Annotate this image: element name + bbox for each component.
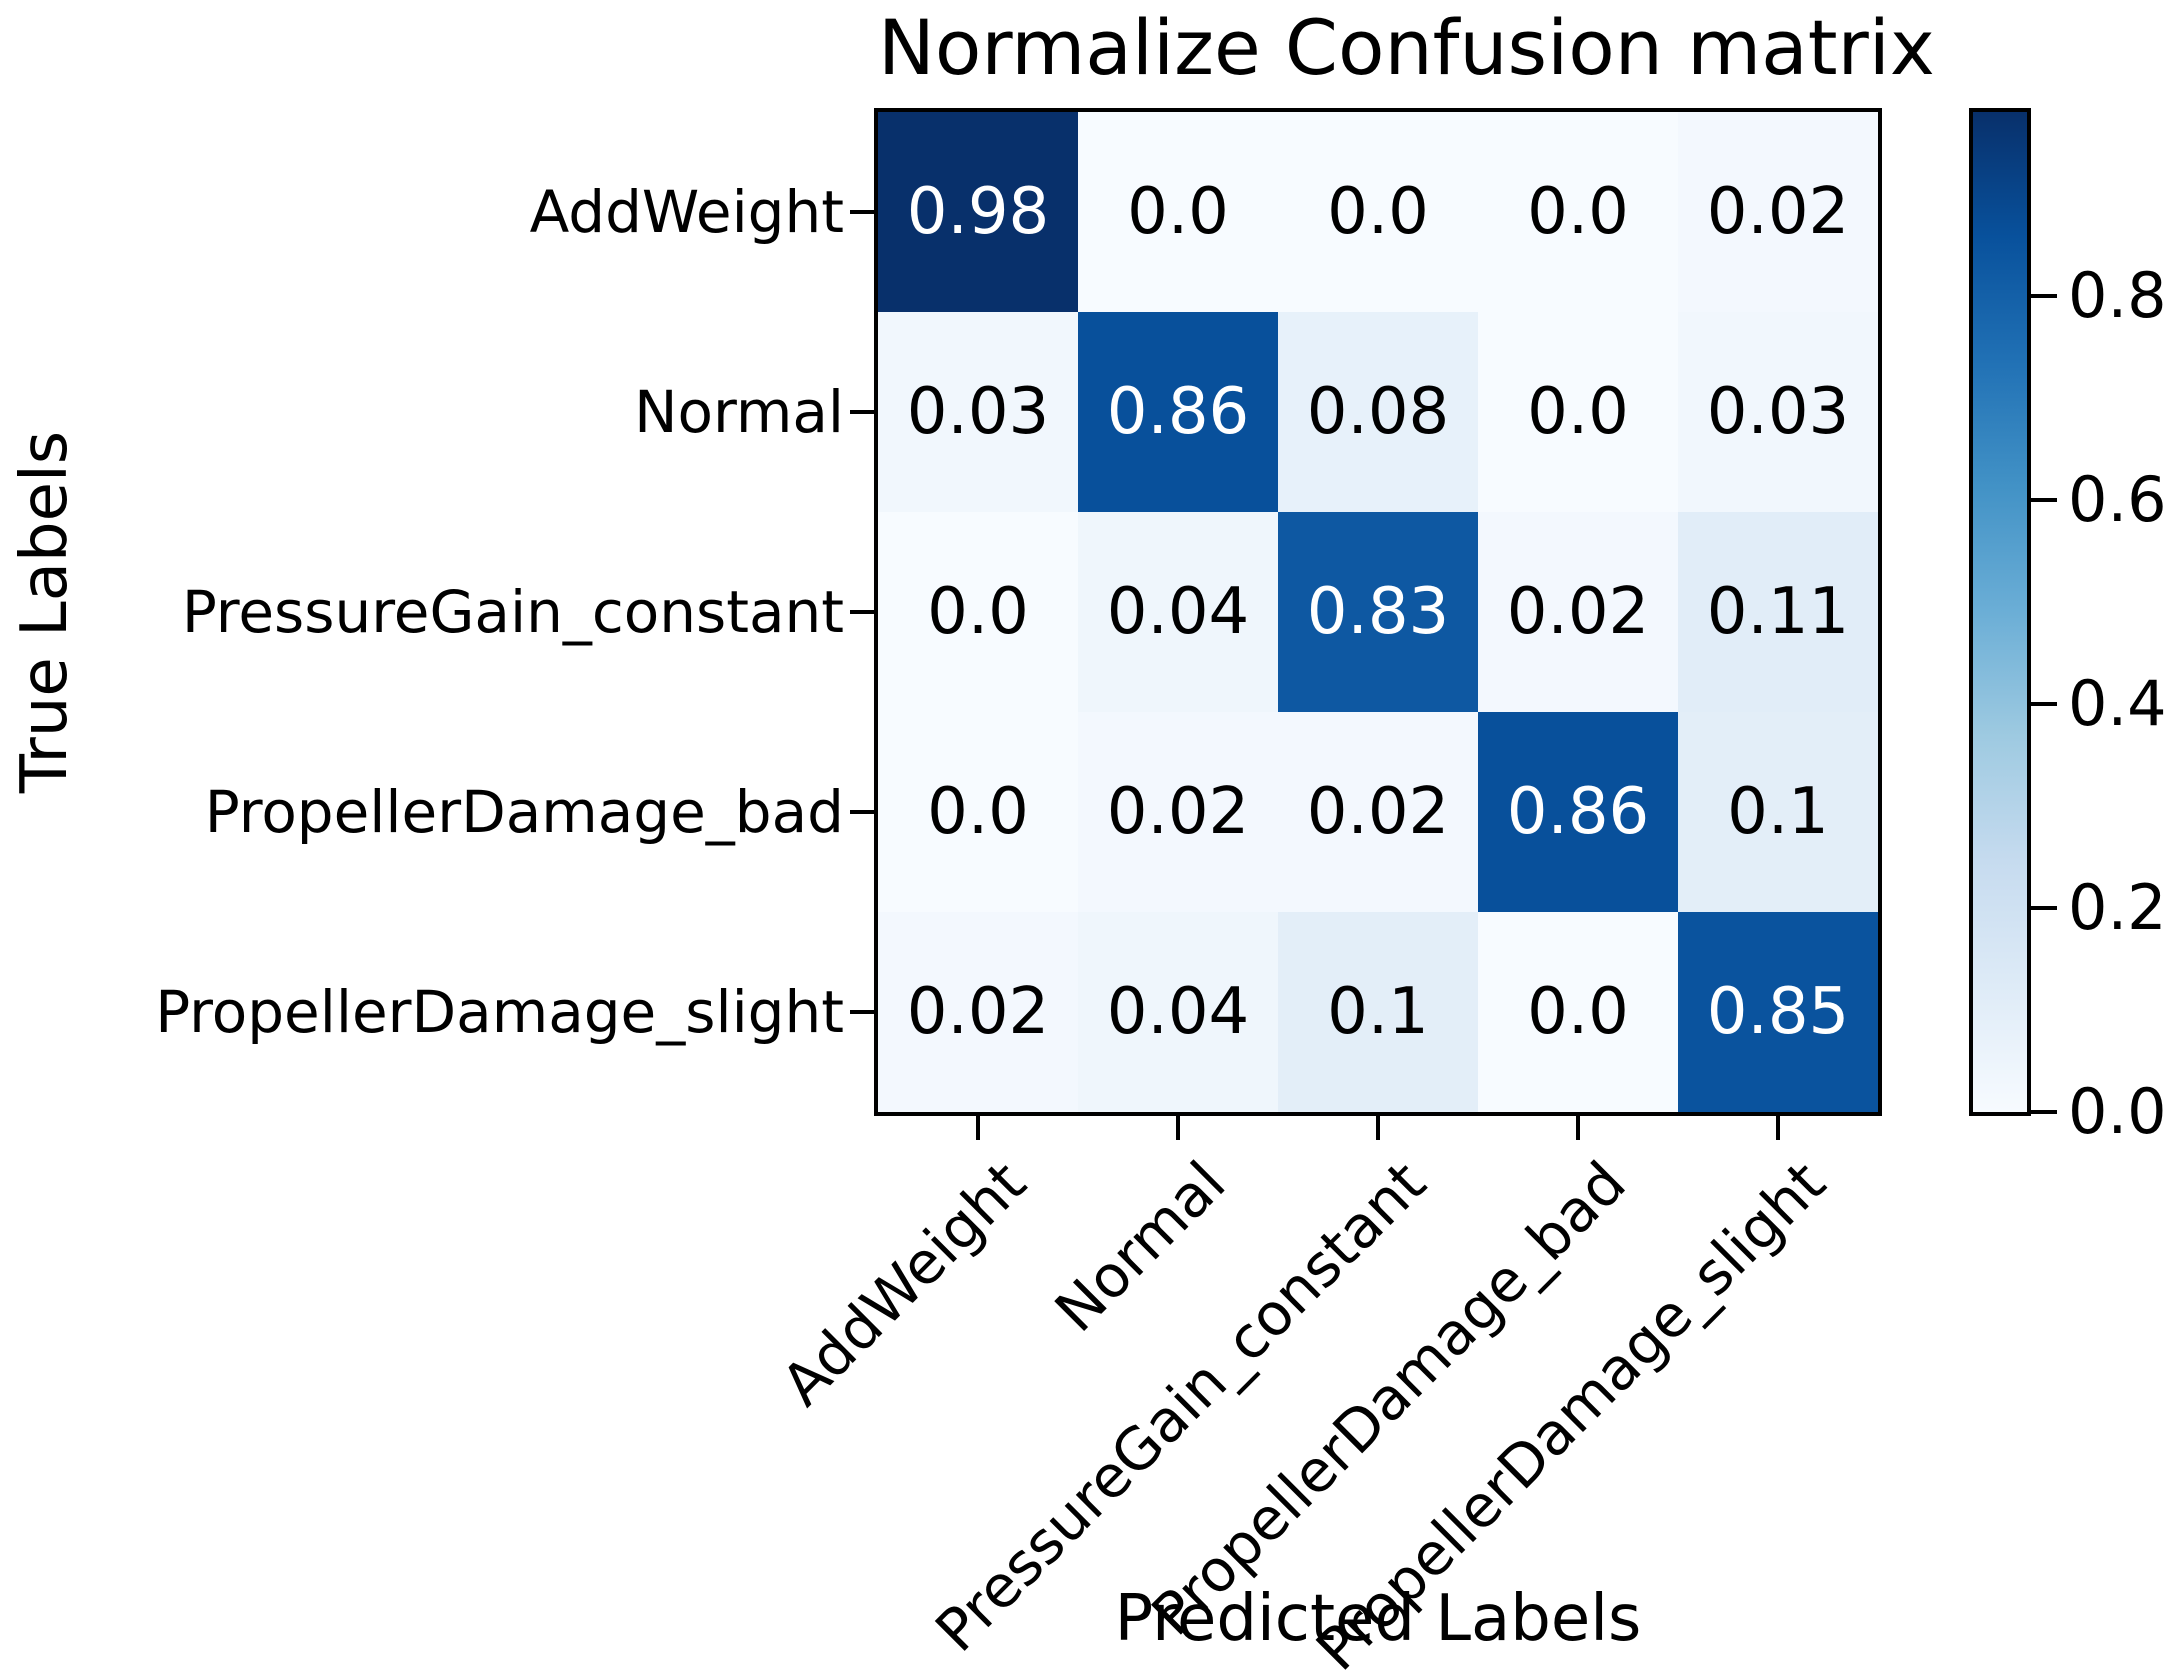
heatmap-cell: 0.0 — [1478, 312, 1678, 512]
heatmap-cell: 0.0 — [1078, 112, 1278, 312]
tick-mark — [850, 1010, 878, 1014]
tick-mark — [2031, 1110, 2057, 1114]
cell-value: 0.86 — [1106, 375, 1250, 449]
cell-value: 0.0 — [1127, 175, 1229, 249]
cell-value: 0.11 — [1706, 575, 1850, 649]
heatmap: 0.98 0.0 0.0 0.0 0.02 0.03 0.86 0.08 0.0 0.03 0.0 0… — [878, 112, 1878, 1112]
heatmap-cell: 0.1 — [1678, 712, 1878, 912]
heatmap-cell: 0.1 — [1278, 912, 1478, 1112]
x-tick-label: Normal — [1042, 1148, 1239, 1345]
cell-value: 0.85 — [1706, 975, 1850, 1049]
tick-mark — [2031, 905, 2057, 910]
cell-value: 0.04 — [1106, 975, 1250, 1049]
cell-value: 0.02 — [1106, 775, 1250, 849]
heatmap-cell: 0.02 — [1478, 512, 1678, 712]
tick-mark — [1376, 1112, 1380, 1140]
heatmap-cell: 0.04 — [1078, 912, 1278, 1112]
cell-value: 0.0 — [1527, 175, 1629, 249]
colorbar-tick-label: 0.8 — [2068, 258, 2167, 332]
tick-mark — [850, 610, 878, 614]
heatmap-cell: 0.0 — [1478, 112, 1678, 312]
colorbar-gradient — [1973, 112, 2027, 1112]
tick-mark — [2031, 293, 2057, 298]
colorbar-tick-label: 0.2 — [2068, 870, 2167, 944]
tick-mark — [2031, 497, 2057, 502]
heatmap-cell: 0.02 — [878, 912, 1078, 1112]
heatmap-cell: 0.02 — [1078, 712, 1278, 912]
cell-value: 0.0 — [927, 775, 1029, 849]
cell-value: 0.0 — [1527, 975, 1629, 1049]
tick-mark — [850, 810, 878, 814]
heatmap-cell: 0.0 — [1478, 912, 1678, 1112]
heatmap-cell: 0.86 — [1078, 312, 1278, 512]
cell-value: 0.1 — [1727, 775, 1829, 849]
heatmap-cell: 0.02 — [1678, 112, 1878, 312]
cell-value: 0.0 — [927, 575, 1029, 649]
tick-mark — [1576, 1112, 1580, 1140]
cell-value: 0.0 — [1527, 375, 1629, 449]
y-tick-label: Normal — [634, 378, 844, 446]
heatmap-cell: 0.0 — [1278, 112, 1478, 312]
x-axis-title: Predicted Labels — [1114, 1582, 1642, 1656]
cell-value: 0.98 — [906, 175, 1050, 249]
cell-value: 0.0 — [1327, 175, 1429, 249]
x-tick-label: AddWeight — [768, 1148, 1039, 1419]
colorbar-tick-label: 0.4 — [2068, 666, 2167, 740]
cell-value: 0.1 — [1327, 975, 1429, 1049]
tick-mark — [976, 1112, 980, 1140]
heatmap-cell: 0.11 — [1678, 512, 1878, 712]
tick-mark — [850, 410, 878, 414]
heatmap-cell: 0.86 — [1478, 712, 1678, 912]
y-tick-label: AddWeight — [529, 178, 844, 246]
y-tick-label: PropellerDamage_bad — [204, 778, 844, 846]
cell-value: 0.02 — [1506, 575, 1650, 649]
cell-value: 0.02 — [1306, 775, 1450, 849]
heatmap-cell: 0.0 — [878, 712, 1078, 912]
heatmap-cell: 0.08 — [1278, 312, 1478, 512]
tick-mark — [2031, 701, 2057, 706]
chart-title: Normalize Confusion matrix — [878, 3, 1935, 92]
heatmap-cell: 0.02 — [1278, 712, 1478, 912]
y-tick-label: PressureGain_constant — [181, 578, 844, 646]
tick-mark — [1176, 1112, 1180, 1140]
cell-value: 0.83 — [1306, 575, 1450, 649]
colorbar-tick-label: 0.6 — [2068, 462, 2167, 536]
heatmap-cell: 0.85 — [1678, 912, 1878, 1112]
colorbar-tick-label: 0.0 — [2068, 1075, 2167, 1148]
cell-value: 0.02 — [1706, 175, 1850, 249]
heatmap-cell: 0.04 — [1078, 512, 1278, 712]
heatmap-cell: 0.03 — [1678, 312, 1878, 512]
cell-value: 0.02 — [906, 975, 1050, 1049]
tick-mark — [1776, 1112, 1780, 1140]
heatmap-cell: 0.98 — [878, 112, 1078, 312]
y-axis-title: True Labels — [8, 430, 82, 794]
cell-value: 0.08 — [1306, 375, 1450, 449]
heatmap-cell: 0.83 — [1278, 512, 1478, 712]
cell-value: 0.04 — [1106, 575, 1250, 649]
heatmap-cell: 0.03 — [878, 312, 1078, 512]
cell-value: 0.03 — [1706, 375, 1850, 449]
tick-mark — [850, 210, 878, 214]
cell-value: 0.86 — [1506, 775, 1650, 849]
y-tick-label: PropellerDamage_slight — [155, 978, 844, 1046]
heatmap-cell: 0.0 — [878, 512, 1078, 712]
cell-value: 0.03 — [906, 375, 1050, 449]
